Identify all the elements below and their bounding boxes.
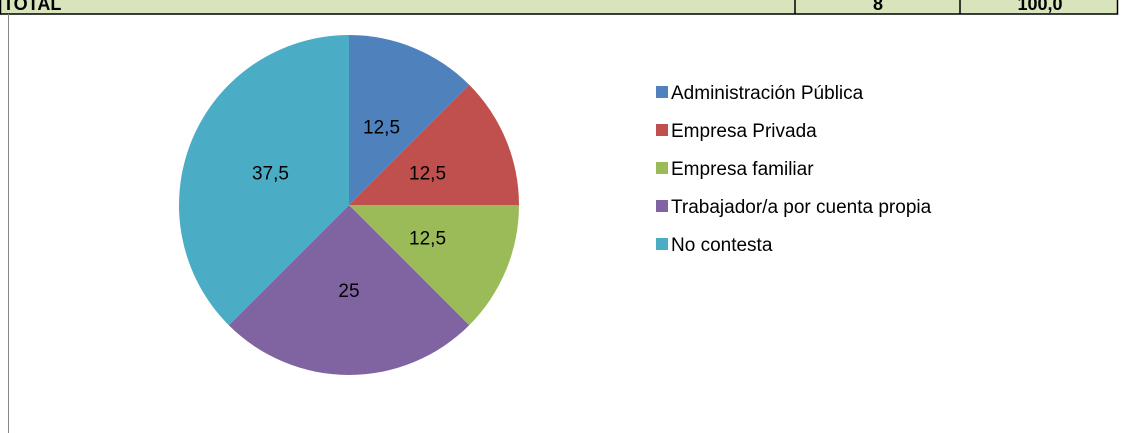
data-label: 12,5 xyxy=(409,163,446,184)
pie-slice xyxy=(349,205,519,326)
data-label: 12,5 xyxy=(409,229,446,250)
legend-swatch xyxy=(656,124,668,136)
legend-label: Administración Pública xyxy=(671,83,864,104)
legend-label: Empresa familiar xyxy=(671,159,814,180)
pie-slice xyxy=(178,35,349,326)
pie-slice xyxy=(228,205,470,376)
legend-label: Trabajador/a por cuenta propia xyxy=(671,197,932,218)
legend-swatch xyxy=(656,162,668,174)
legend-label: Empresa Privada xyxy=(671,121,817,142)
legend-swatch xyxy=(656,238,668,250)
legend: Administración Pública Empresa Privada Emp… xyxy=(656,83,932,256)
data-label: 37,5 xyxy=(252,163,289,184)
total-percent: 100,0 xyxy=(1017,0,1062,14)
data-label: 25 xyxy=(338,281,359,302)
data-label: 12,5 xyxy=(363,117,400,138)
legend-swatch xyxy=(656,200,668,212)
total-count: 8 xyxy=(873,0,883,14)
pie-slice xyxy=(349,84,519,205)
total-label: TOTAL xyxy=(3,0,61,14)
pie: 12,5 12,5 12,5 25 37,5 xyxy=(178,35,519,376)
legend-label: No contesta xyxy=(671,235,773,256)
pie-slice xyxy=(349,35,470,205)
legend-swatch xyxy=(656,86,668,98)
total-row xyxy=(0,0,1119,15)
